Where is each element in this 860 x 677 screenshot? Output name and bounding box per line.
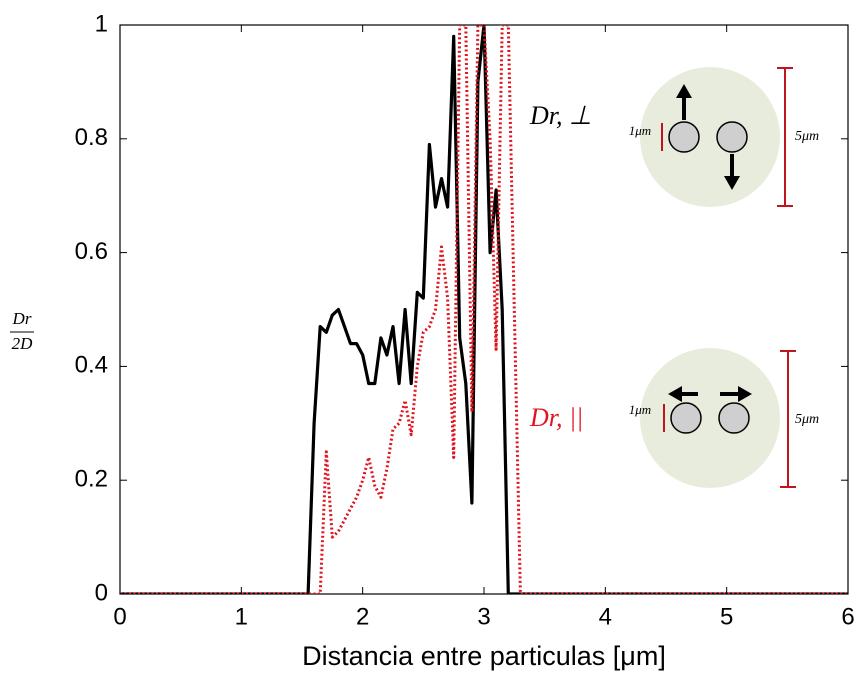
annotation: 5μm: [795, 129, 819, 144]
y-tick-label: 0.6: [75, 238, 108, 265]
x-tick-label: 0: [113, 603, 126, 630]
legend-label: Dr, ⊥: [529, 101, 592, 130]
arrow-head: [668, 386, 682, 402]
y-tick-label: 0.2: [75, 466, 108, 493]
domain-circle: [640, 67, 780, 207]
x-tick-label: 4: [599, 603, 612, 630]
y-tick-label: 0.8: [75, 124, 108, 151]
particle: [718, 402, 750, 434]
y-label-numerator: Dr: [12, 309, 32, 328]
particle: [668, 121, 700, 153]
y-label-denominator: 2D: [12, 334, 34, 353]
series-line: [120, 25, 848, 594]
annotation: 1μm: [629, 402, 651, 417]
particle: [716, 121, 748, 153]
x-tick-label: 2: [356, 603, 369, 630]
domain-circle: [640, 348, 780, 488]
x-tick-label: 3: [477, 603, 490, 630]
annotation: 1μm: [629, 123, 651, 138]
x-tick-label: 5: [720, 603, 733, 630]
arrow-head: [676, 84, 692, 98]
x-tick-label: 6: [841, 603, 854, 630]
inset-perpendicular: 1μm 5μm Dr, ⊥: [529, 67, 819, 207]
x-tick-label: 1: [235, 603, 248, 630]
annotation: 5μm: [795, 412, 819, 427]
y-tick-label: 0: [95, 579, 108, 606]
lines: [120, 25, 848, 594]
y-tick-label: 0.4: [75, 352, 108, 379]
particle: [670, 402, 702, 434]
arrow-head: [724, 176, 740, 190]
legend-label: Dr, ||: [529, 403, 583, 432]
inset-parallel: 1μm 5μm Dr, ||: [529, 348, 819, 488]
x-axis-label: Distancia entre particulas [μm]: [302, 641, 666, 671]
y-tick-label: 1: [95, 10, 108, 37]
arrow-head: [738, 386, 752, 402]
series-line: [120, 25, 848, 594]
